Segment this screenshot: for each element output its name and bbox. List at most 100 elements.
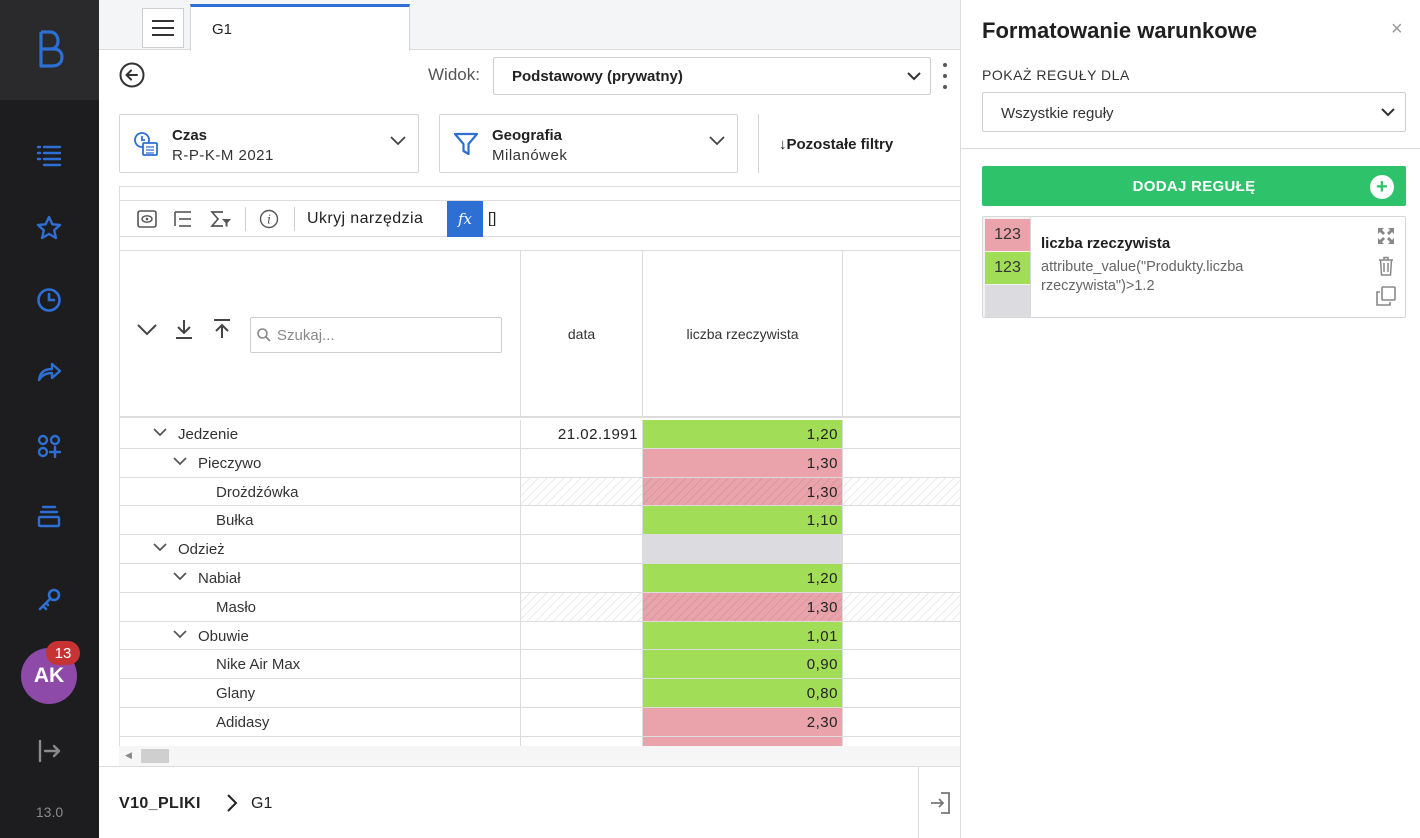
cell-value[interactable]: 0,80 bbox=[642, 679, 842, 707]
sign-in-icon bbox=[930, 792, 950, 814]
table-row[interactable]: Nike Air Max 0,90 bbox=[120, 650, 960, 680]
tab-g1[interactable]: G1 bbox=[190, 4, 410, 51]
delete-rule-button[interactable] bbox=[1375, 255, 1397, 277]
sidebar-item-apps[interactable] bbox=[30, 427, 68, 465]
cell-value[interactable]: 1,30 bbox=[642, 592, 842, 621]
cell-date[interactable] bbox=[520, 448, 642, 477]
table-row[interactable]: Masło 1,30 bbox=[120, 592, 960, 622]
breadcrumb-current[interactable]: G1 bbox=[251, 795, 273, 812]
app-logo[interactable] bbox=[0, 0, 99, 100]
cell-date[interactable] bbox=[520, 707, 642, 736]
search-icon bbox=[257, 328, 271, 342]
cell-empty bbox=[842, 621, 960, 650]
hide-tools-button[interactable]: Ukryj narzędzia bbox=[307, 210, 424, 227]
chevron-down-icon bbox=[390, 136, 406, 146]
cell-value[interactable] bbox=[642, 535, 842, 563]
table-row[interactable]: Adidasy 2,30 bbox=[120, 707, 960, 737]
cell-value[interactable]: 1,20 bbox=[642, 563, 842, 592]
cell-date[interactable] bbox=[520, 506, 642, 535]
table-row[interactable]: Pieczywo 1,30 bbox=[120, 448, 960, 478]
move-arrows-icon bbox=[1378, 228, 1394, 244]
view-select[interactable]: Podstawowy (prywatny) bbox=[493, 57, 931, 95]
cell-value[interactable]: 1,20 bbox=[642, 420, 842, 448]
chevron-down-icon[interactable] bbox=[172, 629, 188, 641]
cell-date[interactable] bbox=[520, 679, 642, 707]
drag-move-button[interactable] bbox=[1375, 225, 1397, 247]
add-rule-button[interactable]: DODAJ REGUŁĘ + bbox=[982, 166, 1406, 206]
column-header-liczba[interactable]: liczba rzeczywista bbox=[642, 251, 842, 417]
cell-value[interactable]: 2,30 bbox=[642, 707, 842, 736]
chevron-down-icon[interactable] bbox=[172, 571, 188, 583]
footer: V10_PLIKI G1 bbox=[99, 766, 960, 838]
chevron-down-icon bbox=[709, 136, 725, 146]
rule-card[interactable]: 123 123 liczba rzeczywista attribute_val… bbox=[982, 216, 1406, 318]
other-filters-button[interactable]: ↓Pozostałe filtry bbox=[758, 114, 958, 173]
row-label: Bułka bbox=[216, 512, 254, 530]
chevron-down-icon[interactable] bbox=[152, 427, 168, 439]
filter-time[interactable]: Czas R-P-K-M 2021 bbox=[119, 114, 419, 173]
cell-date[interactable] bbox=[520, 736, 642, 746]
cell-value[interactable]: 1,30 bbox=[642, 477, 842, 506]
view-toggle-button[interactable] bbox=[135, 207, 159, 231]
cell-date[interactable] bbox=[520, 535, 642, 563]
filter-bar: Czas R-P-K-M 2021 Geografia Milanówek ↓P… bbox=[99, 100, 960, 186]
scroll-left-icon[interactable]: ◀ bbox=[125, 750, 132, 760]
table-row[interactable]: Odzież bbox=[120, 535, 960, 564]
filter-geography-title: Geografia bbox=[492, 127, 563, 144]
cell-date[interactable] bbox=[520, 477, 642, 506]
info-button[interactable]: i bbox=[257, 207, 281, 231]
cell-date[interactable] bbox=[520, 621, 642, 650]
panel-toggle-button[interactable] bbox=[918, 767, 960, 838]
table-row[interactable]: Jedzenie 21.02.1991 1,20 bbox=[120, 420, 960, 449]
logout-button[interactable] bbox=[30, 732, 68, 770]
filter-time-value: R-P-K-M 2021 bbox=[172, 147, 274, 164]
table-row[interactable]: Nabiał 1,20 bbox=[120, 563, 960, 593]
cell-value[interactable]: 1,30 bbox=[642, 448, 842, 477]
column-header-data[interactable]: data bbox=[520, 251, 642, 417]
chevron-down-icon[interactable] bbox=[172, 456, 188, 468]
table-row[interactable]: Bułka 1,10 bbox=[120, 506, 960, 536]
table-row[interactable]: Drożdżówka 1,30 bbox=[120, 477, 960, 507]
sidebar-item-favorites[interactable] bbox=[30, 209, 68, 247]
breadcrumb-root[interactable]: V10_PLIKI bbox=[119, 795, 201, 812]
calendar-clock-icon bbox=[132, 130, 160, 161]
rules-filter-select[interactable]: Wszystkie reguły bbox=[982, 92, 1406, 132]
copy-rule-button[interactable] bbox=[1375, 285, 1397, 307]
sidebar-item-keys[interactable] bbox=[30, 581, 68, 619]
tree-layout-button[interactable] bbox=[171, 207, 195, 231]
share-icon bbox=[37, 362, 62, 382]
tree-list-icon bbox=[174, 211, 191, 227]
sidebar-item-list[interactable] bbox=[30, 136, 68, 174]
cell-date[interactable] bbox=[520, 563, 642, 592]
table-row[interactable]: Glany 0,80 bbox=[120, 679, 960, 708]
grid-header: Szukaj... data liczba rzeczywista bbox=[120, 250, 960, 418]
hamburger-menu-button[interactable] bbox=[142, 8, 184, 48]
cell-date[interactable] bbox=[520, 650, 642, 679]
sum-filter-button[interactable] bbox=[209, 207, 233, 231]
cell-value[interactable]: 1,10 bbox=[642, 506, 842, 535]
close-icon[interactable]: × bbox=[1391, 18, 1403, 40]
formula-button[interactable]: fx bbox=[447, 201, 483, 237]
sidebar-item-shared[interactable] bbox=[30, 353, 68, 391]
back-button[interactable] bbox=[119, 62, 145, 91]
horizontal-scrollbar[interactable]: ◀ bbox=[119, 746, 960, 766]
cell-date[interactable]: 21.02.1991 bbox=[520, 420, 642, 448]
cell-empty bbox=[842, 477, 960, 506]
cell-value[interactable]: 0,90 bbox=[642, 650, 842, 679]
sidebar-item-history[interactable] bbox=[30, 281, 68, 319]
table-row[interactable]: Obuwie 1,01 bbox=[120, 621, 960, 651]
sidebar-item-inbox[interactable] bbox=[30, 497, 68, 535]
cell-value[interactable]: 1,01 bbox=[642, 621, 842, 650]
formula-text[interactable]: [] bbox=[488, 210, 497, 227]
view-bar: Widok: Podstawowy (prywatny) bbox=[99, 50, 960, 100]
filter-geography[interactable]: Geografia Milanówek bbox=[439, 114, 738, 173]
table-row[interactable] bbox=[120, 736, 960, 746]
rule-expression: attribute_value("Produkty.liczba rzeczyw… bbox=[1041, 259, 1244, 294]
chevron-down-icon[interactable] bbox=[152, 542, 168, 554]
cell-value[interactable] bbox=[642, 736, 842, 746]
more-options-button[interactable] bbox=[940, 60, 950, 92]
scrollbar-thumb[interactable] bbox=[141, 749, 169, 763]
search-input[interactable]: Szukaj... bbox=[250, 317, 502, 353]
cell-empty bbox=[842, 420, 960, 448]
cell-date[interactable] bbox=[520, 592, 642, 621]
